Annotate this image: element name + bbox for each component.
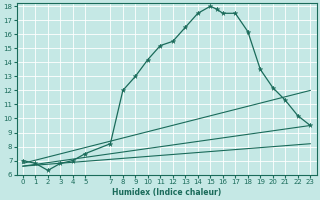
X-axis label: Humidex (Indice chaleur): Humidex (Indice chaleur) (112, 188, 221, 197)
